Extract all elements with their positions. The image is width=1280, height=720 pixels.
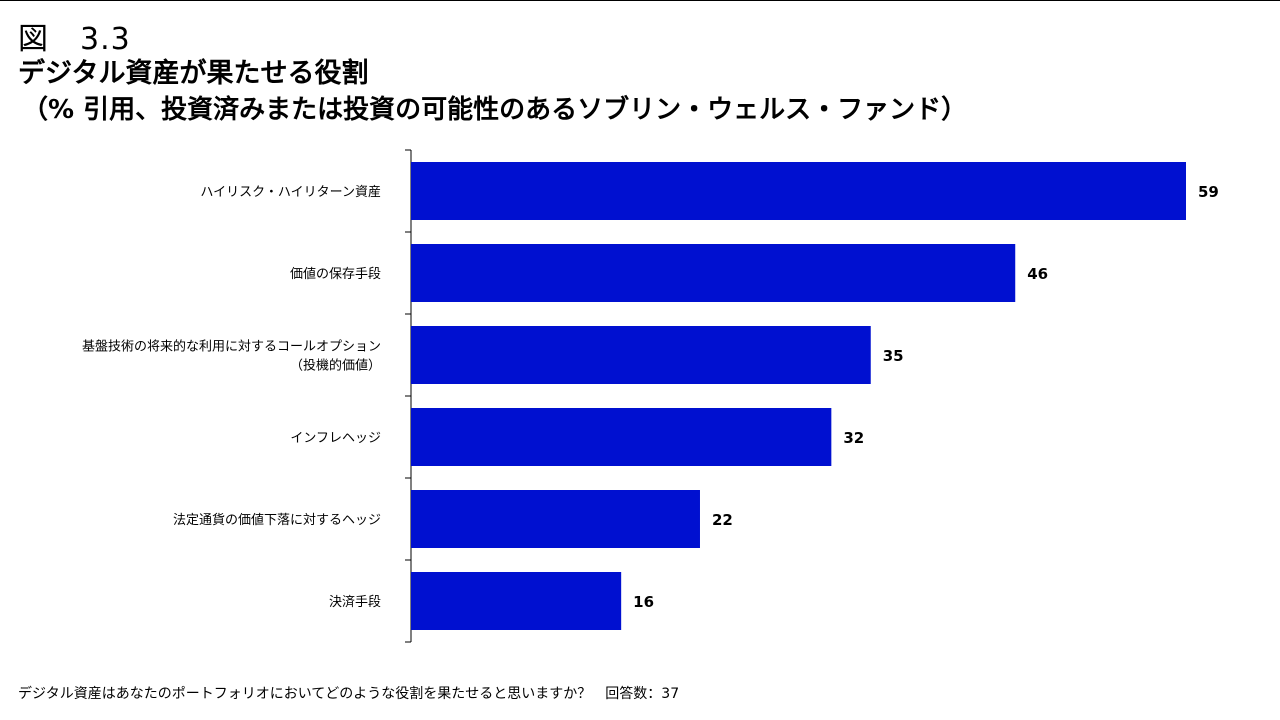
top-rule	[0, 0, 1280, 1]
chart-title: デジタル資産が果たせる役割	[18, 58, 369, 89]
horizontal-bar-chart: 59 ハイリスク・ハイリターン資産 46 価値の保存手段 35 基盤技術の将来的な利用に対…	[82, 149, 1219, 643]
category-label: 法定通貨の価値下落に対するヘッジ	[173, 512, 381, 528]
data-label: 22	[712, 511, 733, 529]
category-label: （投機的価値）	[290, 358, 381, 374]
data-label: 16	[633, 593, 654, 611]
bar	[411, 162, 1186, 220]
data-label: 32	[843, 429, 864, 447]
bar	[411, 326, 871, 384]
chart-subtitle: （% 引用、投資済みまたは投資の可能性のあるソブリン・ウェルス・ファンド）	[22, 95, 968, 125]
bar	[411, 572, 622, 630]
bar	[411, 490, 700, 548]
category-label: 価値の保存手段	[290, 266, 381, 282]
data-label: 35	[883, 347, 904, 365]
category-label: 基盤技術の将来的な利用に対するコールオプション	[82, 339, 381, 355]
category-label: ハイリスク・ハイリターン資産	[200, 184, 381, 200]
data-label: 46	[1027, 265, 1048, 283]
bar	[411, 408, 832, 466]
data-label: 59	[1198, 183, 1219, 201]
bar	[411, 244, 1016, 302]
footnote: デジタル資産はあなたのポートフォリオにおいてどのような役割を果たせると思いますか…	[18, 686, 680, 702]
category-label: インフレヘッジ	[290, 431, 381, 446]
category-label: 決済手段	[329, 594, 381, 610]
figure-number: 図 3.3	[18, 22, 131, 57]
